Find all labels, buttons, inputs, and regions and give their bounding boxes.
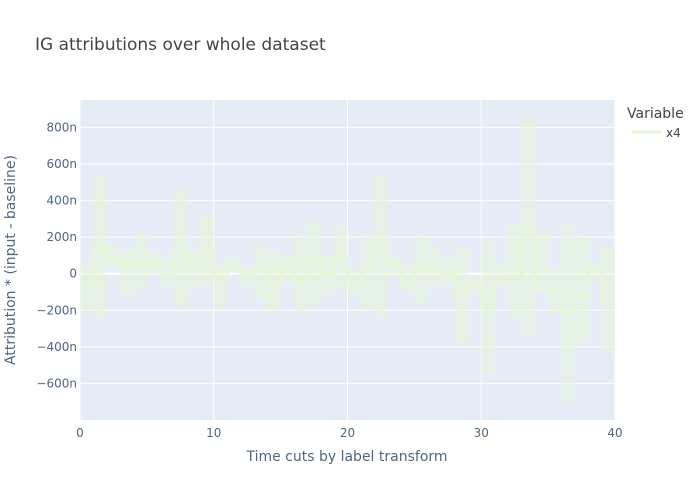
x-axis-ticks: 0 10 20 30 40 — [76, 426, 622, 440]
band-segment — [574, 237, 589, 346]
y-tick-label: 200n — [46, 230, 77, 244]
series-lines — [80, 224, 615, 314]
legend-item-x4[interactable]: x4 — [666, 126, 681, 140]
band-segment — [294, 237, 308, 314]
band-segment — [401, 264, 415, 292]
band-segment — [508, 222, 522, 318]
band-segment — [494, 262, 508, 287]
x-tick-label: 10 — [206, 426, 221, 440]
band-segment — [106, 244, 121, 269]
y-axis-ticks: −600n −400n −200n 0 200n 400n 600n 800n — [36, 120, 77, 390]
series-line-x4 — [80, 224, 615, 314]
y-tick-label: 400n — [46, 194, 77, 208]
y-tick-label: −600n — [36, 376, 77, 390]
y-tick-label: −400n — [36, 340, 77, 354]
y-tick-label: 600n — [46, 157, 77, 171]
y-axis-label: Attribution * (input - baseline) — [3, 155, 19, 365]
band-segment — [534, 233, 549, 289]
x-tick-label: 20 — [340, 426, 355, 440]
chart-title: IG attributions over whole dataset — [35, 35, 326, 55]
band-segment — [267, 251, 281, 311]
band-segment — [360, 237, 375, 309]
band-segment — [441, 259, 455, 285]
legend-title: Variable — [627, 106, 684, 122]
band-segment — [160, 259, 174, 285]
band-segment — [146, 251, 161, 276]
x-tick-label: 40 — [607, 426, 622, 440]
band-segment — [588, 264, 602, 283]
band-segment — [454, 248, 468, 344]
legend[interactable]: Variable x4 — [627, 106, 684, 140]
x-tick-label: 0 — [76, 426, 84, 440]
x-axis-label: Time cuts by label transform — [245, 449, 447, 465]
band-segment — [213, 266, 228, 309]
y-tick-label: 800n — [46, 120, 77, 134]
band-segment — [320, 255, 335, 296]
band-segment — [427, 251, 442, 285]
y-tick-label: 0 — [69, 267, 77, 281]
band-segment — [307, 222, 321, 303]
band-segment — [253, 246, 268, 300]
band-segment — [120, 251, 134, 296]
y-tick-label: −200n — [36, 303, 77, 317]
x-tick-label: 30 — [474, 426, 489, 440]
band-segment — [467, 277, 482, 296]
